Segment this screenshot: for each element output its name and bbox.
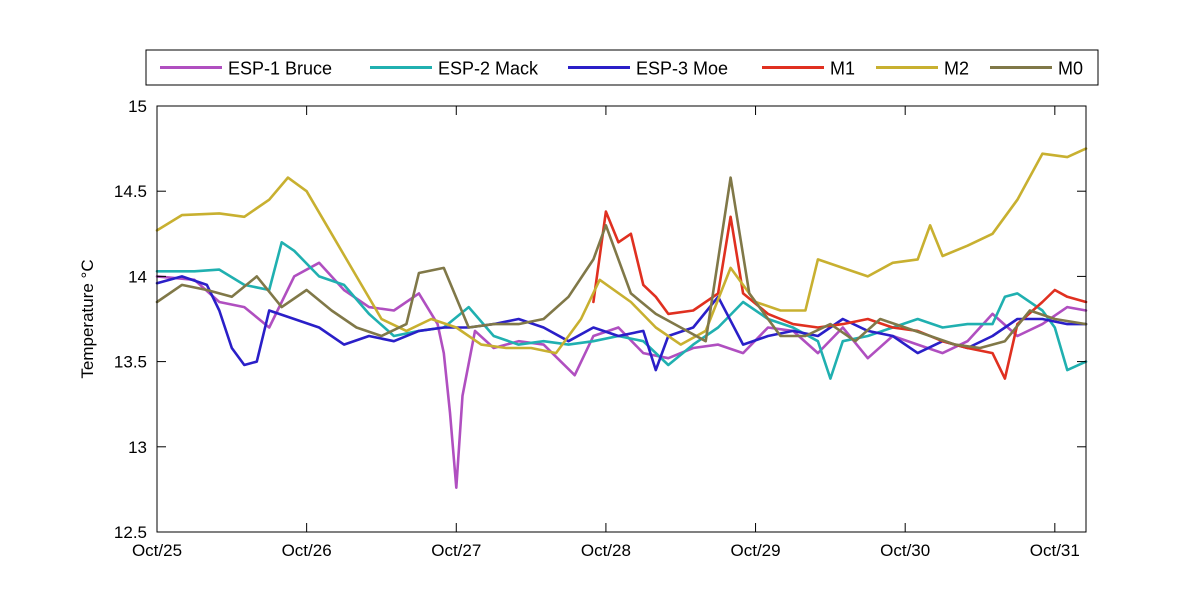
legend-label-5: M2: [944, 59, 969, 79]
x-tick-label: Oct/31: [1030, 541, 1080, 560]
y-tick-label: 14: [128, 267, 147, 286]
axes-layer: Oct/25 Oct/26 Oct/27 Oct/28 Oct/29 Oct/30 Oct/…: [114, 97, 1086, 560]
y-tick-label: 13: [128, 438, 147, 457]
y-tick-label: 14.5: [114, 182, 147, 201]
y-axis-label: Temperature °C: [78, 259, 97, 378]
legend-label-2: ESP-2 Mack: [438, 59, 539, 79]
legend-label-1: ESP-1 Bruce: [228, 59, 332, 79]
x-tick-label: Oct/28: [581, 541, 631, 560]
x-tick-label: Oct/25: [132, 541, 182, 560]
legend-label-4: M1: [830, 59, 855, 79]
x-tick-label: Oct/27: [431, 541, 481, 560]
series-line-1: [155, 261, 1088, 489]
x-tick-label: Oct/30: [880, 541, 930, 560]
x-tick-label: Oct/29: [731, 541, 781, 560]
series-line-5: [155, 147, 1088, 355]
series-line-3: [155, 275, 1088, 372]
series-layer: [155, 147, 1088, 489]
y-tick-label: 15: [128, 97, 147, 116]
legend: ESP-1 Bruce ESP-2 Mack ESP-3 Moe M1 M2 M0: [145, 49, 1099, 86]
y-tick-label: 13.5: [114, 353, 147, 372]
y-tick-label: 12.5: [114, 523, 147, 542]
x-tick-label: Oct/26: [282, 541, 332, 560]
plot-frame: [156, 105, 1087, 533]
legend-label-3: ESP-3 Moe: [636, 59, 728, 79]
series-line-2: [155, 241, 1088, 380]
legend-label-6: M0: [1058, 59, 1083, 79]
series-line-4: [592, 210, 1088, 380]
series-line-6: [155, 176, 1088, 350]
